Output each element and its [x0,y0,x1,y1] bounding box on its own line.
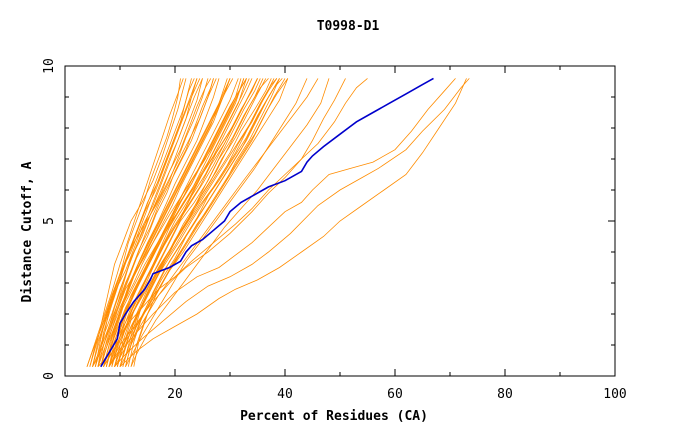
y-tick-label: 5 [42,217,57,225]
series-line [97,78,212,367]
series-line [103,78,261,367]
tick-layer: 0 20 40 60 80 100 0 5 10 [42,58,627,402]
y-tick-label: 0 [42,372,57,380]
series-line [103,78,228,367]
series-line [114,78,289,367]
x-axis-label: Percent of Residues (CA) [240,409,428,424]
series-line [114,78,470,367]
series-line [94,78,214,367]
series-line [97,78,220,367]
series-line [119,78,467,367]
series-line [108,78,346,367]
series-line [114,78,253,367]
y-tick-label: 10 [42,58,57,74]
series-line [127,78,280,367]
x-tick-label: 40 [277,387,293,402]
series-line [97,78,201,367]
series-line [105,78,258,367]
series-line [103,78,368,367]
x-tick-label: 100 [603,387,626,402]
x-tick-label: 80 [497,387,513,402]
series-line [86,78,181,367]
series-line [119,78,319,367]
x-tick-label: 0 [61,387,69,402]
series-line [108,78,456,367]
series-line [108,78,280,367]
series-line [86,78,184,367]
series-line [92,78,203,367]
series-line [108,78,245,367]
series-line [111,78,247,367]
x-tick-label: 60 [387,387,403,402]
series-line [133,78,289,367]
series-line [89,78,187,367]
series-line [119,78,267,367]
series-layer [86,77,470,368]
series-line [125,78,308,367]
series-line [111,78,247,367]
series-line [125,78,278,367]
series-line [114,78,247,367]
series-line [105,78,231,367]
series-line [100,78,247,367]
series-line [94,78,209,367]
y-axis-label: Distance Cutoff, A [20,161,35,302]
series-line [116,78,258,367]
chart-title: T0998-D1 [317,19,380,34]
series-line [100,78,217,367]
series-line [103,78,231,367]
series-line [111,78,264,367]
highlight-series-line [100,77,434,368]
series-line [130,78,330,367]
x-tick-label: 20 [167,387,183,402]
series-line [92,78,203,367]
